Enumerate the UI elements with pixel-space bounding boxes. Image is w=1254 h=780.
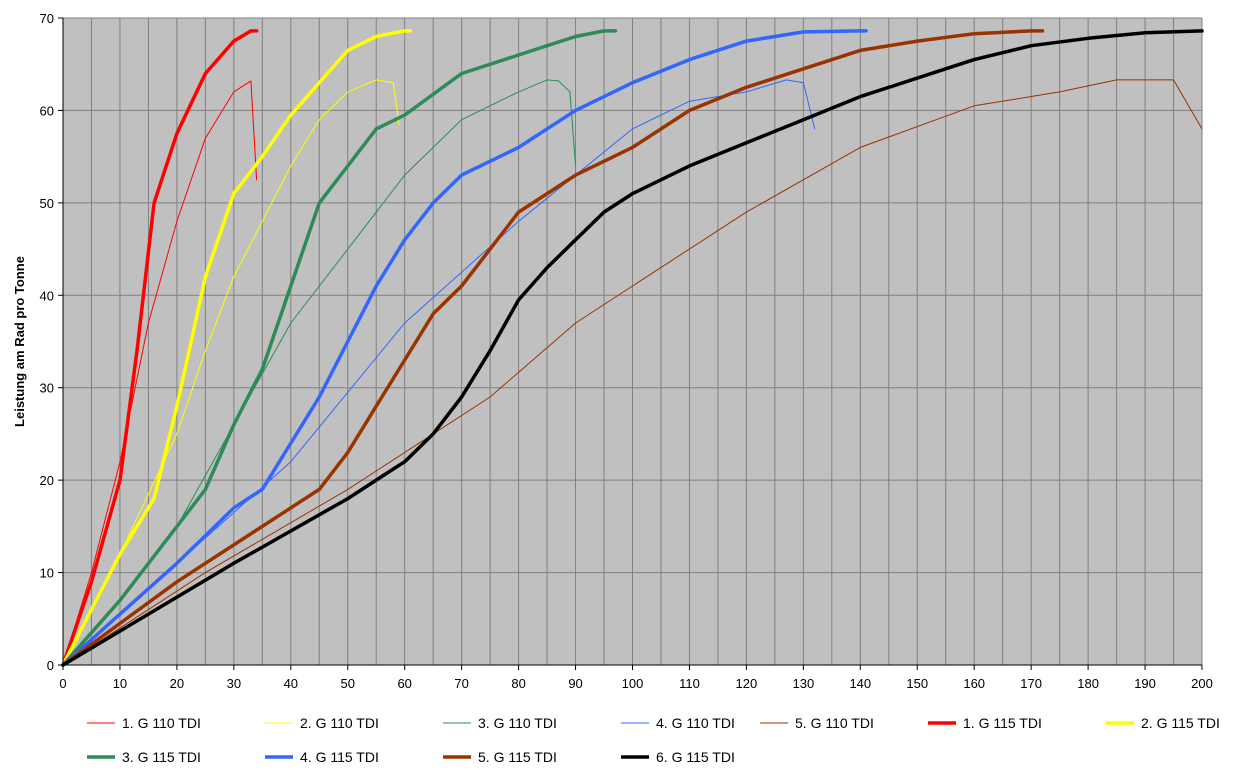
y-tick-label: 20 xyxy=(40,473,54,488)
x-axis-ticks: 0 10 20 30 40 50 60 70 80 90 100 110 120 130 140 150 160… xyxy=(59,665,1213,691)
series-lines xyxy=(61,29,1204,667)
series-line-9 xyxy=(61,29,868,667)
legend-label: 2. G 115 TDI xyxy=(1141,715,1220,731)
legend-label: 3. G 110 TDI xyxy=(478,715,557,731)
series-line-11 xyxy=(61,29,1204,667)
legend-label: 4. G 110 TDI xyxy=(656,715,735,731)
legend-label: 5. G 110 TDI xyxy=(795,715,874,731)
y-tick-label: 30 xyxy=(40,381,54,396)
x-tick-label: 100 xyxy=(622,676,644,691)
x-tick-label: 50 xyxy=(341,676,355,691)
series-line-10 xyxy=(61,29,1045,667)
series-line-1 xyxy=(62,80,258,666)
x-tick-label: 200 xyxy=(1191,676,1213,691)
y-tick-label: 70 xyxy=(40,11,54,26)
x-tick-label: 150 xyxy=(906,676,928,691)
x-tick-label: 90 xyxy=(568,676,582,691)
x-tick-label: 40 xyxy=(284,676,298,691)
x-tick-label: 110 xyxy=(679,676,700,691)
legend-label: 4. G 115 TDI xyxy=(300,749,379,765)
y-tick-label: 60 xyxy=(40,103,54,118)
legend-label: 1. G 115 TDI xyxy=(963,715,1042,731)
y-tick-label: 0 xyxy=(47,658,54,673)
x-tick-label: 120 xyxy=(736,676,758,691)
x-tick-label: 130 xyxy=(792,676,814,691)
x-tick-label: 20 xyxy=(170,676,184,691)
grid-lines xyxy=(62,17,1203,666)
y-axis-ticks: 0 10 20 30 40 50 60 70 xyxy=(40,11,63,673)
series-line-6 xyxy=(61,29,259,667)
x-tick-label: 140 xyxy=(849,676,871,691)
legend-label: 5. G 115 TDI xyxy=(478,749,557,765)
x-tick-label: 190 xyxy=(1134,676,1156,691)
x-tick-label: 0 xyxy=(59,676,66,691)
x-tick-label: 180 xyxy=(1077,676,1099,691)
x-tick-label: 70 xyxy=(454,676,468,691)
series-line-7 xyxy=(61,29,413,667)
x-tick-label: 30 xyxy=(227,676,241,691)
y-tick-label: 40 xyxy=(40,288,54,303)
legend-label: 3. G 115 TDI xyxy=(122,749,201,765)
legend-label: 6. G 115 TDI xyxy=(656,749,735,765)
x-tick-label: 60 xyxy=(397,676,411,691)
x-tick-label: 170 xyxy=(1020,676,1042,691)
series-line-8 xyxy=(61,29,618,667)
series-line-2 xyxy=(62,79,400,666)
legend-label: 1. G 110 TDI xyxy=(122,715,201,731)
y-tick-label: 50 xyxy=(40,196,54,211)
y-tick-label: 10 xyxy=(40,566,54,581)
series-line-5 xyxy=(62,79,1203,666)
x-tick-label: 10 xyxy=(113,676,127,691)
x-tick-label: 160 xyxy=(963,676,985,691)
legend-label: 2. G 110 TDI xyxy=(300,715,379,731)
legend: 1. G 110 TDI 2. G 110 TDI 3. G 110 TDI 4. G… xyxy=(87,715,1220,765)
x-tick-label: 80 xyxy=(511,676,525,691)
y-axis-label: Leistung am Rad pro Tonne xyxy=(12,256,27,427)
